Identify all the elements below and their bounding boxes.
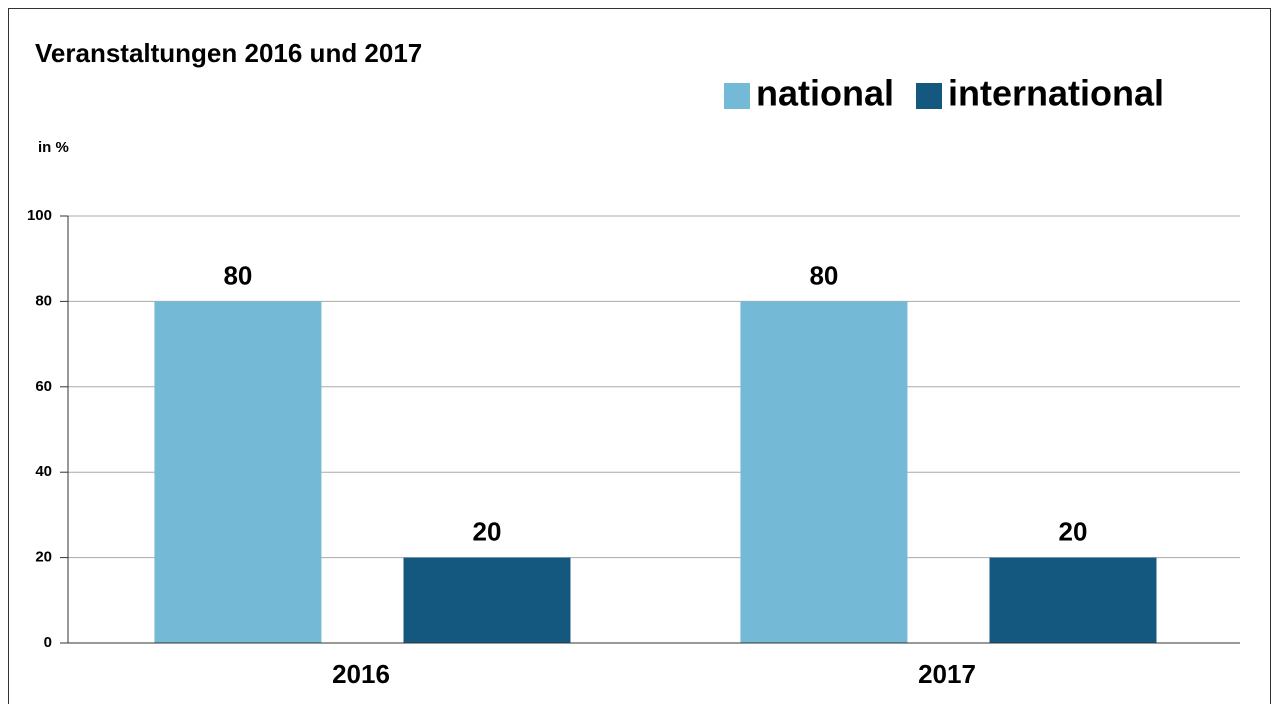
y-tick-label: 0 — [44, 634, 52, 651]
y-axis-label: in % — [38, 139, 69, 156]
bar — [989, 557, 1157, 643]
y-tick-label: 100 — [27, 207, 52, 224]
bar — [403, 557, 571, 643]
y-tick-label: 40 — [35, 463, 52, 480]
value-label: 80 — [223, 260, 252, 290]
bar — [740, 301, 908, 643]
value-label: 20 — [1059, 516, 1088, 546]
chart-border — [8, 8, 1271, 704]
x-tick-label: 2017 — [918, 659, 976, 689]
x-tick-label: 2016 — [332, 659, 390, 689]
y-tick-label: 20 — [35, 549, 52, 566]
value-label: 80 — [809, 260, 838, 290]
chart-title: Veranstaltungen 2016 und 2017 — [35, 38, 422, 68]
legend-swatch — [724, 83, 750, 109]
y-tick-label: 60 — [35, 378, 52, 395]
y-tick-label: 80 — [35, 292, 52, 309]
value-label: 20 — [473, 516, 502, 546]
bar — [154, 301, 322, 643]
legend-label: international — [948, 73, 1164, 114]
legend-swatch — [916, 83, 942, 109]
legend-label: national — [756, 73, 894, 114]
